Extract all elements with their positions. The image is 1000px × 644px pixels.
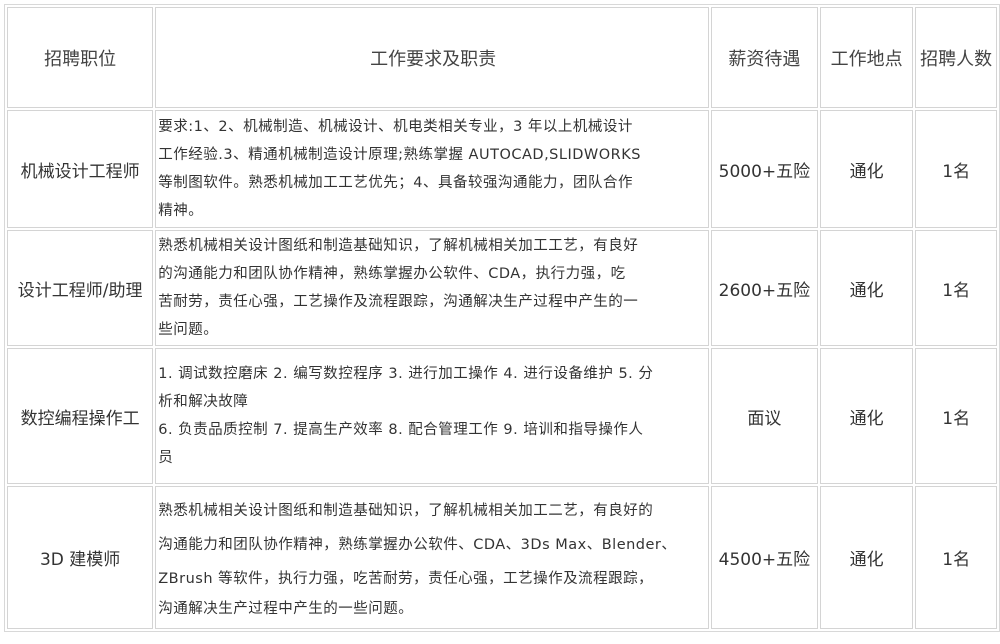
requirement-line: ZBrush 等软件，执行力强，吃苦耐劳，责任心强，工艺操作及流程跟踪， (158, 570, 654, 587)
salary-cell: 面议 (711, 348, 818, 484)
position-cell: 3D 建模师 (7, 486, 154, 629)
count-cell: 1名 (915, 110, 997, 228)
requirement-line: 熟悉机械相关设计图纸和制造基础知识，了解机械相关加工二艺，有良好的 (158, 502, 654, 519)
salary-cell: 2600+五险 (711, 230, 818, 346)
requirement-line: 沟通解决生产过程中产生的一些问题。 (158, 600, 414, 617)
location-cell: 通化 (819, 348, 914, 484)
count-cell: 1名 (915, 486, 997, 629)
requirement-line: 要求:1、2、机械制造、机械设计、机电类相关专业，3 年以上机械设计 (158, 119, 633, 135)
position-cell: 数控编程操作工 (7, 348, 154, 484)
salary-cell: 5000+五险 (711, 110, 818, 228)
header-requirements: 工作要求及职责 (155, 7, 710, 108)
count-cell: 1名 (915, 230, 997, 346)
header-salary: 薪资待遇 (711, 7, 818, 108)
requirement-line: 员 (158, 450, 174, 466)
header-location: 工作地点 (819, 7, 914, 108)
header-count: 招聘人数 (915, 7, 997, 108)
requirement-line: 些问题。 (158, 322, 219, 338)
table-row: 3D 建模师 熟悉机械相关设计图纸和制造基础知识，了解机械相关加工二艺，有良好的… (7, 486, 997, 629)
requirement-line: 的沟通能力和团队协作精神，熟练掌握办公软件、CDA，执行力强，吃 (158, 266, 626, 282)
location-cell: 通化 (819, 486, 914, 629)
requirement-line: 析和解决故障 (158, 394, 249, 410)
recruitment-table: 招聘职位 工作要求及职责 薪资待遇 工作地点 招聘人数 机械设计工程师 要求:1… (4, 4, 1000, 632)
table-row: 设计工程师/助理 熟悉机械相关设计图纸和制造基础知识，了解机械相关加工工艺，有良… (7, 230, 997, 346)
table-row: 机械设计工程师 要求:1、2、机械制造、机械设计、机电类相关专业，3 年以上机械… (7, 110, 997, 228)
requirement-line: 6. 负责品质控制 7. 提高生产效率 8. 配合管理工作 9. 培训和指导操作… (158, 422, 644, 438)
location-cell: 通化 (819, 230, 914, 346)
requirement-line: 等制图软件。熟悉机械加工工艺优先；4、具备较强沟通能力，团队合作 (158, 175, 633, 191)
requirement-line: 精神。 (158, 203, 204, 219)
location-cell: 通化 (819, 110, 914, 228)
requirements-cell: 熟悉机械相关设计图纸和制造基础知识，了解机械相关加工二艺，有良好的 沟通能力和团… (155, 486, 710, 629)
salary-cell: 4500+五险 (711, 486, 818, 629)
position-cell: 机械设计工程师 (7, 110, 154, 228)
requirement-line: 沟通能力和团队协作精神，熟练掌握办公软件、CDA、3Ds Max、Blender… (158, 536, 677, 553)
requirements-cell: 要求:1、2、机械制造、机械设计、机电类相关专业，3 年以上机械设计 工作经验.… (155, 110, 710, 228)
requirement-line: 苦耐劳，责任心强，工艺操作及流程跟踪，沟通解决生产过程中产生的一 (158, 294, 639, 310)
table-row: 数控编程操作工 1. 调试数控磨床 2. 编写数控程序 3. 进行加工操作 4.… (7, 348, 997, 484)
requirement-line: 熟悉机械相关设计图纸和制造基础知识，了解机械相关加工工艺，有良好 (158, 238, 639, 254)
header-position: 招聘职位 (7, 7, 154, 108)
table-header-row: 招聘职位 工作要求及职责 薪资待遇 工作地点 招聘人数 (7, 7, 997, 108)
requirement-line: 工作经验.3、精通机械制造设计原理;熟练掌握 AUTOCAD,SLIDWORKS (158, 147, 641, 163)
position-cell: 设计工程师/助理 (7, 230, 154, 346)
requirements-cell: 熟悉机械相关设计图纸和制造基础知识，了解机械相关加工工艺，有良好 的沟通能力和团… (155, 230, 710, 346)
requirement-line: 1. 调试数控磨床 2. 编写数控程序 3. 进行加工操作 4. 进行设备维护 … (158, 366, 654, 382)
count-cell: 1名 (915, 348, 997, 484)
requirements-cell: 1. 调试数控磨床 2. 编写数控程序 3. 进行加工操作 4. 进行设备维护 … (155, 348, 710, 484)
